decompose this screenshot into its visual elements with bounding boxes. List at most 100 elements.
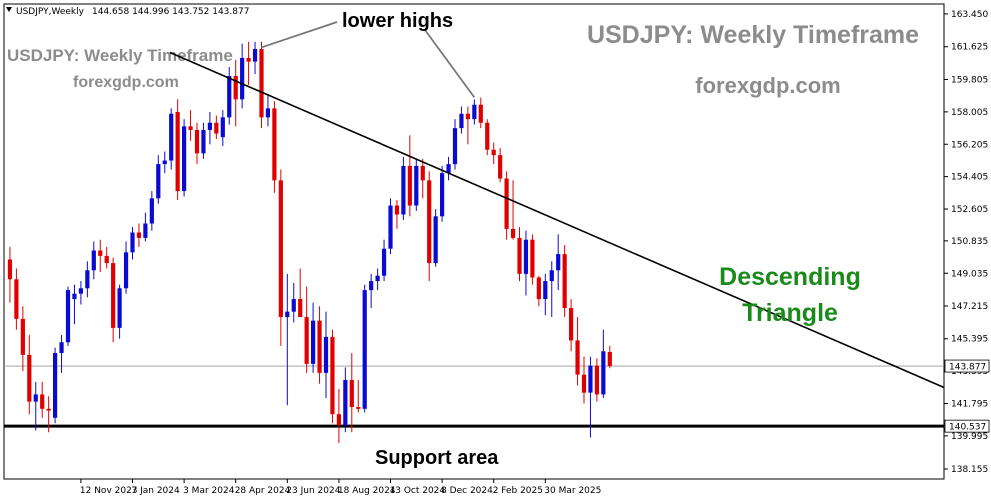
candle-body — [317, 320, 322, 373]
annotation-lower-highs: lower highs — [342, 10, 453, 32]
candle-body — [420, 165, 425, 181]
candle — [317, 306, 322, 384]
candle-body — [517, 237, 522, 274]
candle-body — [207, 122, 212, 130]
candle-body — [343, 380, 348, 426]
candle — [459, 106, 464, 134]
header-triangle-icon — [6, 7, 12, 12]
y-tick-label: 158.005 — [951, 108, 988, 118]
x-tick-label: 30 Mar 2025 — [544, 486, 601, 496]
candle — [20, 306, 25, 372]
chart-header: USDJPY,Weekly 144.658 144.996 143.752 14… — [6, 7, 249, 17]
candle-body — [311, 320, 316, 364]
candle — [440, 165, 445, 222]
candle-body — [182, 126, 187, 192]
candle-body — [349, 380, 354, 408]
candle-body — [459, 113, 464, 129]
candle-body — [543, 281, 548, 300]
candle — [517, 227, 522, 282]
candle-body — [40, 394, 45, 409]
watermark-site-small: forexgdp.com — [73, 74, 179, 91]
candle — [72, 284, 77, 325]
candle-body — [433, 216, 438, 264]
candle-body — [246, 57, 251, 62]
candle — [581, 356, 587, 404]
candle — [46, 396, 51, 433]
y-tick-label: 147.215 — [951, 302, 988, 312]
candle-body — [298, 299, 303, 318]
candle — [343, 367, 348, 433]
candle-body — [91, 250, 96, 271]
candle-body — [607, 352, 612, 367]
candle-body — [556, 254, 561, 271]
candle — [575, 317, 580, 386]
candle-body — [53, 353, 58, 418]
candle — [401, 156, 406, 220]
candle-body — [46, 408, 51, 411]
candle — [491, 142, 496, 165]
candle-body — [427, 180, 432, 264]
candle — [252, 41, 258, 75]
header-ohlc: 144.658 144.996 143.752 143.877 — [92, 7, 249, 17]
candle-body — [214, 122, 219, 134]
candle — [588, 356, 593, 438]
candle — [523, 230, 529, 296]
candle — [536, 275, 541, 307]
candle-body — [59, 342, 64, 354]
x-tick-label: 18 Aug 2024 — [338, 486, 396, 496]
candle — [272, 101, 277, 193]
candle — [214, 115, 219, 139]
watermark-title-small: USDJPY: Weekly Timeframe — [7, 46, 233, 65]
annotation-pattern-line1: Descending — [719, 263, 861, 291]
candle-body — [188, 126, 193, 130]
candle — [175, 99, 180, 201]
candle — [311, 302, 316, 373]
candle — [472, 99, 477, 125]
y-tick-label: 139.995 — [951, 432, 988, 442]
candle-body — [72, 293, 77, 300]
watermark-title-large: USDJPY: Weekly Timeframe — [587, 21, 919, 49]
candle — [478, 97, 483, 129]
candle-body — [369, 281, 374, 291]
plot-area — [3, 3, 945, 480]
candle — [498, 147, 503, 183]
candle — [433, 209, 438, 267]
candle-body — [162, 160, 167, 165]
candle-body — [272, 108, 277, 181]
candles — [7, 41, 612, 444]
y-axis: 163.450 161.625 159.805 158.005 156.205 154.4… — [944, 10, 990, 475]
candle — [85, 261, 90, 298]
price-level-lines — [4, 365, 944, 428]
support-price-box-label: 140.537 — [949, 423, 986, 433]
y-tick-label: 138.155 — [951, 465, 988, 475]
header-symbol: USDJPY,Weekly — [16, 7, 85, 17]
candle — [123, 241, 129, 294]
candle — [59, 335, 64, 373]
candle-body — [98, 250, 103, 256]
candle-body — [169, 113, 174, 161]
candle-body — [394, 205, 400, 215]
x-tick-label: 7 Jan 2024 — [132, 486, 180, 496]
candle-body — [510, 228, 516, 238]
candle-body — [85, 270, 90, 289]
candle — [162, 151, 167, 174]
candle — [465, 106, 470, 145]
candle-body — [220, 117, 225, 138]
candle-body — [375, 275, 380, 282]
candle-body — [569, 308, 574, 341]
candle — [291, 282, 296, 323]
candle-body — [233, 75, 238, 100]
current-price-box-frame — [944, 359, 990, 373]
candle — [156, 155, 161, 204]
candle-body — [336, 414, 341, 426]
x-tick-label: 23 Jun 2024 — [286, 486, 340, 496]
x-tick-label: 12 Nov 2023 — [80, 486, 138, 496]
candle — [143, 212, 148, 242]
candle-body — [330, 336, 335, 415]
candle — [407, 135, 412, 217]
candle — [182, 119, 187, 197]
y-tick-label: 150.835 — [951, 237, 988, 247]
candle — [201, 122, 206, 159]
candle — [543, 273, 548, 316]
